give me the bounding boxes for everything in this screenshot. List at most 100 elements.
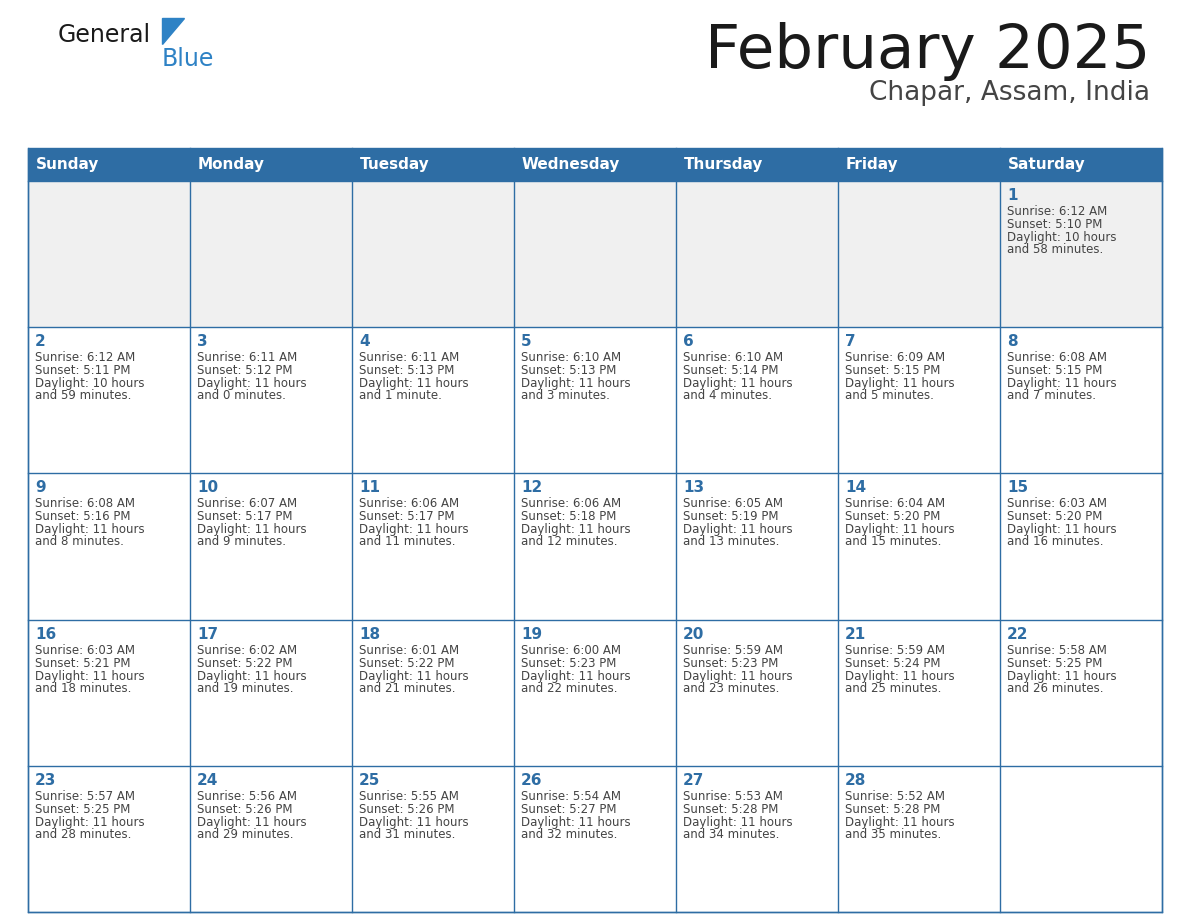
Text: and 9 minutes.: and 9 minutes. xyxy=(197,535,286,548)
Text: and 16 minutes.: and 16 minutes. xyxy=(1007,535,1104,548)
Text: Sunset: 5:25 PM: Sunset: 5:25 PM xyxy=(34,803,131,816)
Text: Sunset: 5:15 PM: Sunset: 5:15 PM xyxy=(1007,364,1102,377)
Text: Sunset: 5:23 PM: Sunset: 5:23 PM xyxy=(522,656,617,669)
Text: Daylight: 11 hours: Daylight: 11 hours xyxy=(359,377,468,390)
Text: Sunset: 5:12 PM: Sunset: 5:12 PM xyxy=(197,364,292,377)
Text: Sunrise: 6:01 AM: Sunrise: 6:01 AM xyxy=(359,644,459,656)
Text: Sunrise: 5:59 AM: Sunrise: 5:59 AM xyxy=(845,644,944,656)
Polygon shape xyxy=(162,18,184,44)
Text: Daylight: 11 hours: Daylight: 11 hours xyxy=(845,377,955,390)
Text: Sunrise: 5:58 AM: Sunrise: 5:58 AM xyxy=(1007,644,1107,656)
Text: and 12 minutes.: and 12 minutes. xyxy=(522,535,618,548)
Text: Thursday: Thursday xyxy=(684,157,764,172)
Text: Daylight: 11 hours: Daylight: 11 hours xyxy=(522,816,631,829)
Text: 8: 8 xyxy=(1007,334,1018,349)
Text: and 13 minutes.: and 13 minutes. xyxy=(683,535,779,548)
Text: and 15 minutes.: and 15 minutes. xyxy=(845,535,941,548)
Text: 19: 19 xyxy=(522,627,542,642)
Text: Sunrise: 6:08 AM: Sunrise: 6:08 AM xyxy=(1007,352,1107,364)
Text: Sunset: 5:13 PM: Sunset: 5:13 PM xyxy=(359,364,454,377)
Text: and 18 minutes.: and 18 minutes. xyxy=(34,681,132,695)
Text: Sunset: 5:26 PM: Sunset: 5:26 PM xyxy=(197,803,292,816)
Text: Daylight: 11 hours: Daylight: 11 hours xyxy=(683,669,792,683)
Text: Tuesday: Tuesday xyxy=(360,157,430,172)
Text: Saturday: Saturday xyxy=(1007,157,1086,172)
Text: 1: 1 xyxy=(1007,188,1017,203)
Text: Daylight: 11 hours: Daylight: 11 hours xyxy=(197,523,307,536)
Text: 13: 13 xyxy=(683,480,704,496)
Text: Sunrise: 6:07 AM: Sunrise: 6:07 AM xyxy=(197,498,297,510)
Text: Wednesday: Wednesday xyxy=(522,157,620,172)
Text: 21: 21 xyxy=(845,627,866,642)
Text: 2: 2 xyxy=(34,334,46,349)
Text: and 3 minutes.: and 3 minutes. xyxy=(522,389,609,402)
Text: and 31 minutes.: and 31 minutes. xyxy=(359,828,455,841)
Text: Sunrise: 5:56 AM: Sunrise: 5:56 AM xyxy=(197,789,297,803)
Text: 9: 9 xyxy=(34,480,45,496)
Bar xyxy=(29,148,1162,912)
Text: Daylight: 11 hours: Daylight: 11 hours xyxy=(34,669,145,683)
Text: Sunset: 5:28 PM: Sunset: 5:28 PM xyxy=(683,803,778,816)
Text: Sunday: Sunday xyxy=(36,157,100,172)
Text: Sunrise: 6:10 AM: Sunrise: 6:10 AM xyxy=(683,352,783,364)
Text: and 23 minutes.: and 23 minutes. xyxy=(683,681,779,695)
Text: Sunset: 5:15 PM: Sunset: 5:15 PM xyxy=(845,364,941,377)
Text: Sunrise: 6:02 AM: Sunrise: 6:02 AM xyxy=(197,644,297,656)
Text: Sunrise: 6:00 AM: Sunrise: 6:00 AM xyxy=(522,644,621,656)
Text: Daylight: 11 hours: Daylight: 11 hours xyxy=(197,669,307,683)
Text: 26: 26 xyxy=(522,773,543,788)
Text: 3: 3 xyxy=(197,334,208,349)
Text: Friday: Friday xyxy=(846,157,898,172)
Text: Sunrise: 6:12 AM: Sunrise: 6:12 AM xyxy=(1007,205,1107,218)
Text: Sunrise: 5:52 AM: Sunrise: 5:52 AM xyxy=(845,789,944,803)
Text: and 19 minutes.: and 19 minutes. xyxy=(197,681,293,695)
Text: Sunrise: 5:59 AM: Sunrise: 5:59 AM xyxy=(683,644,783,656)
Text: Sunrise: 6:09 AM: Sunrise: 6:09 AM xyxy=(845,352,946,364)
Text: 4: 4 xyxy=(359,334,369,349)
Text: Sunset: 5:17 PM: Sunset: 5:17 PM xyxy=(197,510,292,523)
Text: 23: 23 xyxy=(34,773,56,788)
Text: Daylight: 11 hours: Daylight: 11 hours xyxy=(845,816,955,829)
Text: Sunset: 5:19 PM: Sunset: 5:19 PM xyxy=(683,510,778,523)
Text: Daylight: 11 hours: Daylight: 11 hours xyxy=(845,523,955,536)
Text: 5: 5 xyxy=(522,334,531,349)
Text: and 8 minutes.: and 8 minutes. xyxy=(34,535,124,548)
Text: Daylight: 11 hours: Daylight: 11 hours xyxy=(845,669,955,683)
Text: 14: 14 xyxy=(845,480,866,496)
Text: Daylight: 11 hours: Daylight: 11 hours xyxy=(359,669,468,683)
Text: and 29 minutes.: and 29 minutes. xyxy=(197,828,293,841)
Text: Daylight: 10 hours: Daylight: 10 hours xyxy=(1007,231,1117,244)
Text: Sunset: 5:11 PM: Sunset: 5:11 PM xyxy=(34,364,131,377)
Text: and 5 minutes.: and 5 minutes. xyxy=(845,389,934,402)
Text: Sunrise: 6:03 AM: Sunrise: 6:03 AM xyxy=(1007,498,1107,510)
Text: Sunset: 5:18 PM: Sunset: 5:18 PM xyxy=(522,510,617,523)
Text: Sunrise: 6:06 AM: Sunrise: 6:06 AM xyxy=(522,498,621,510)
Text: and 59 minutes.: and 59 minutes. xyxy=(34,389,132,402)
Text: and 25 minutes.: and 25 minutes. xyxy=(845,681,941,695)
Text: and 7 minutes.: and 7 minutes. xyxy=(1007,389,1097,402)
Text: Sunset: 5:20 PM: Sunset: 5:20 PM xyxy=(1007,510,1102,523)
Text: and 35 minutes.: and 35 minutes. xyxy=(845,828,941,841)
Text: Sunset: 5:14 PM: Sunset: 5:14 PM xyxy=(683,364,778,377)
Text: Sunrise: 6:12 AM: Sunrise: 6:12 AM xyxy=(34,352,135,364)
Text: Sunrise: 6:03 AM: Sunrise: 6:03 AM xyxy=(34,644,135,656)
Text: Sunset: 5:21 PM: Sunset: 5:21 PM xyxy=(34,656,131,669)
Text: and 26 minutes.: and 26 minutes. xyxy=(1007,681,1104,695)
Text: 7: 7 xyxy=(845,334,855,349)
Text: Sunrise: 6:10 AM: Sunrise: 6:10 AM xyxy=(522,352,621,364)
Text: Daylight: 11 hours: Daylight: 11 hours xyxy=(522,669,631,683)
Text: Sunset: 5:13 PM: Sunset: 5:13 PM xyxy=(522,364,617,377)
Text: Daylight: 11 hours: Daylight: 11 hours xyxy=(1007,377,1117,390)
Text: Chapar, Assam, India: Chapar, Assam, India xyxy=(868,80,1150,106)
Text: 6: 6 xyxy=(683,334,694,349)
Text: Daylight: 11 hours: Daylight: 11 hours xyxy=(683,523,792,536)
Text: Sunset: 5:22 PM: Sunset: 5:22 PM xyxy=(359,656,455,669)
Text: Sunset: 5:22 PM: Sunset: 5:22 PM xyxy=(197,656,292,669)
Text: 25: 25 xyxy=(359,773,380,788)
Text: Daylight: 10 hours: Daylight: 10 hours xyxy=(34,377,145,390)
Text: Daylight: 11 hours: Daylight: 11 hours xyxy=(522,523,631,536)
Text: and 0 minutes.: and 0 minutes. xyxy=(197,389,286,402)
Text: Sunrise: 6:04 AM: Sunrise: 6:04 AM xyxy=(845,498,946,510)
Text: Daylight: 11 hours: Daylight: 11 hours xyxy=(683,377,792,390)
Text: Sunset: 5:24 PM: Sunset: 5:24 PM xyxy=(845,656,941,669)
